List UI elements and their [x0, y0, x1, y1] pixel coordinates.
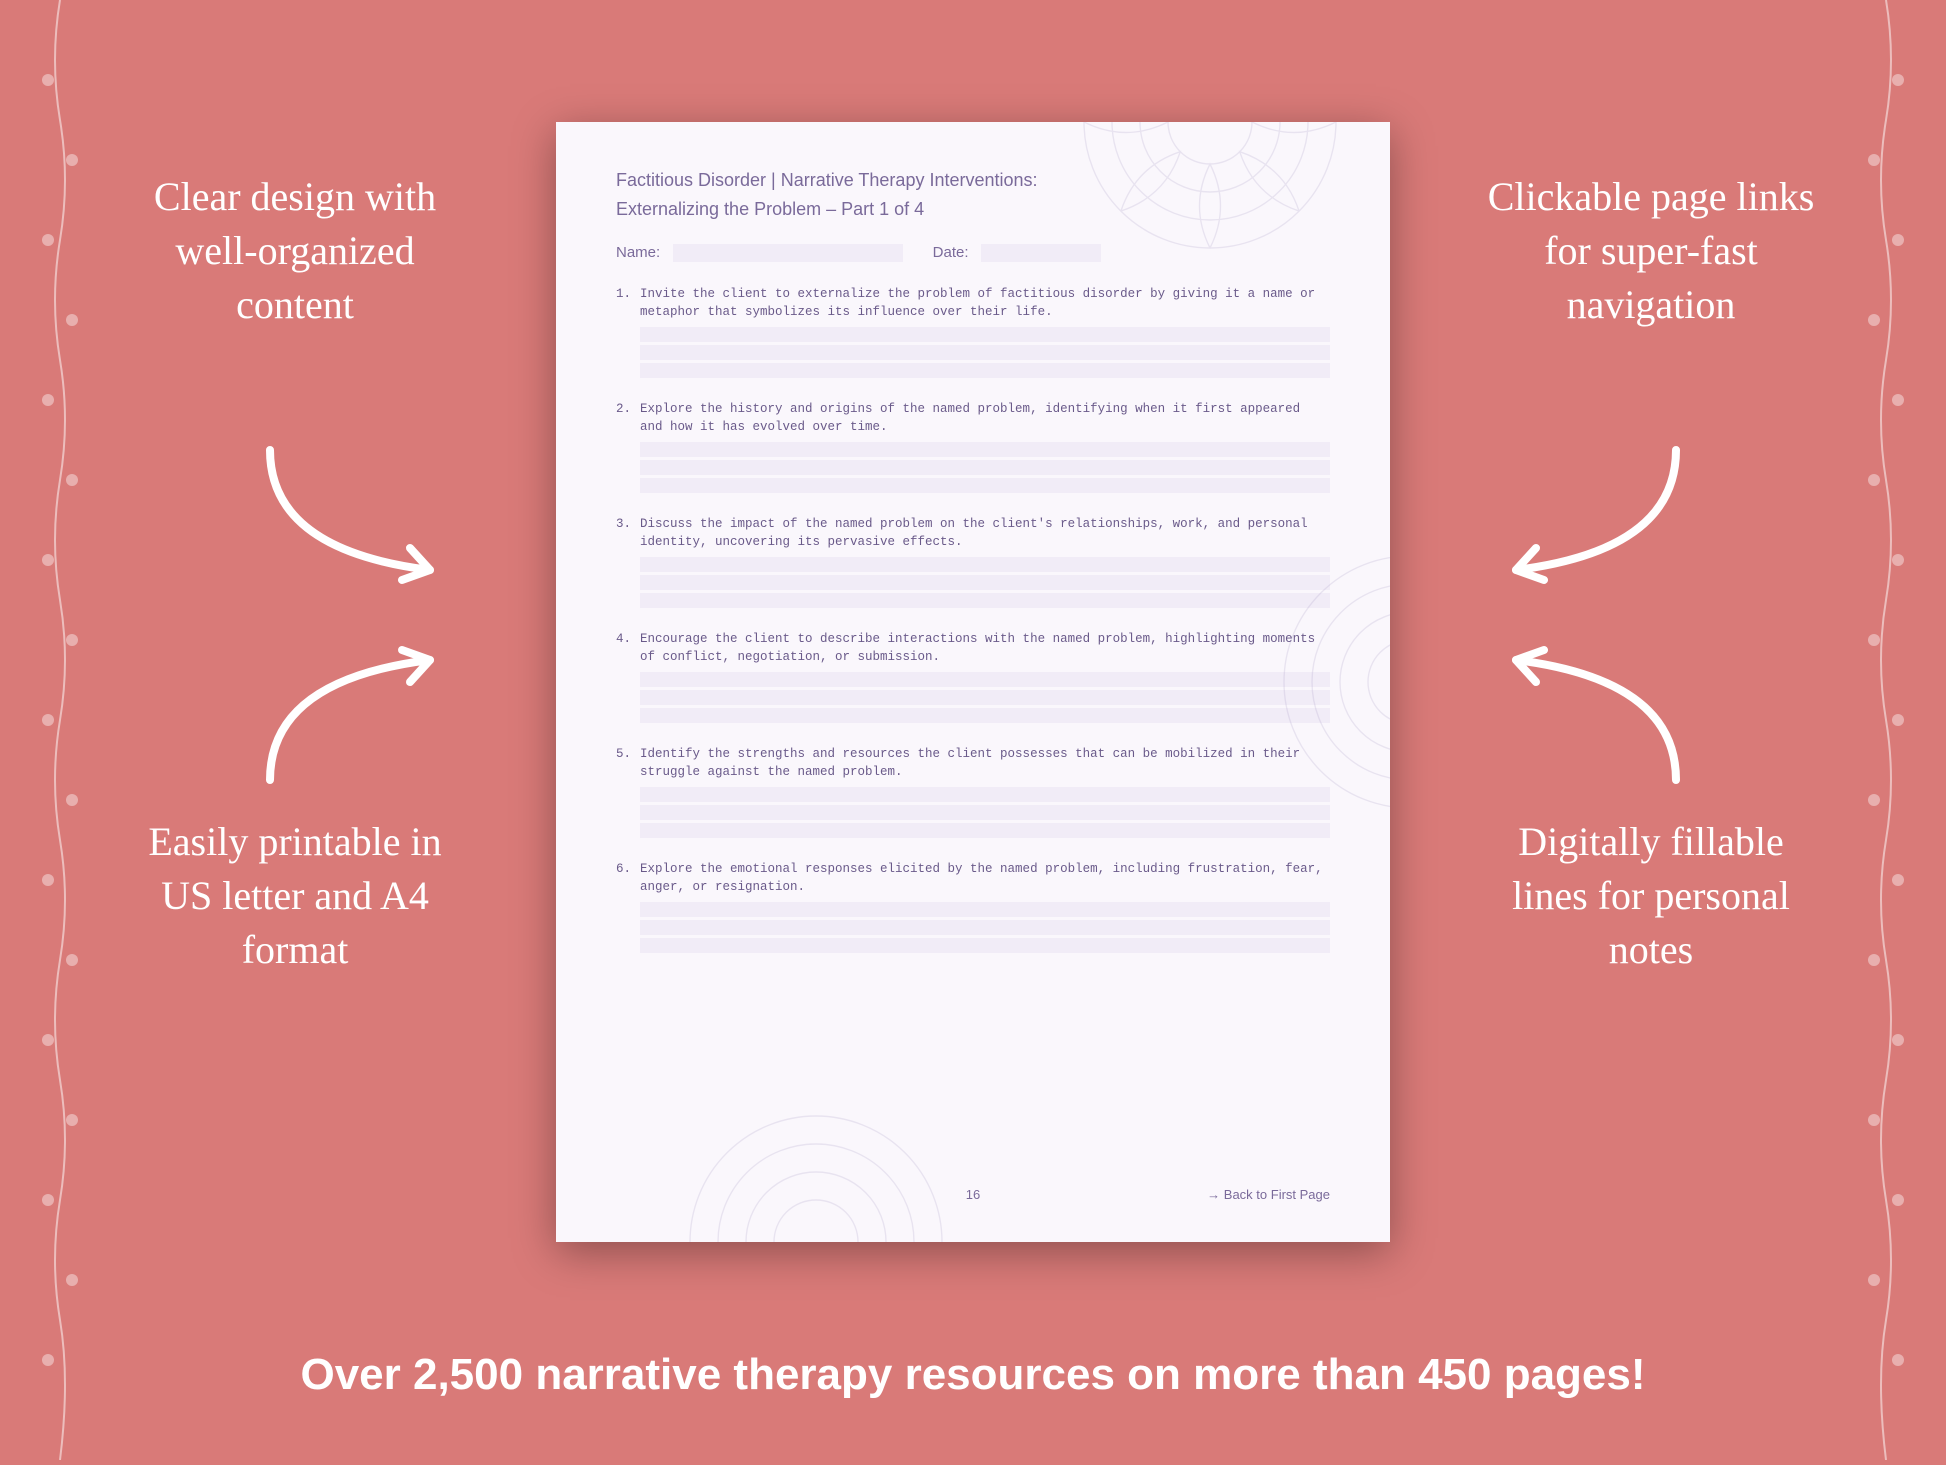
item-number: 5.: [616, 746, 640, 841]
fillable-line[interactable]: [640, 672, 1330, 687]
callout-bottom-left: Easily printable in US letter and A4 for…: [130, 815, 460, 977]
mandala-decoration: [676, 1102, 956, 1242]
worksheet-item: 6.Explore the emotional responses elicit…: [616, 861, 1330, 956]
item-text: Explore the history and origins of the n…: [640, 401, 1330, 436]
callout-bottom-right: Digitally fillable lines for personal no…: [1486, 815, 1816, 977]
worksheet-title: Factitious Disorder | Narrative Therapy …: [616, 170, 1330, 191]
callout-top-left: Clear design with well-organized content: [130, 170, 460, 332]
fillable-line[interactable]: [640, 823, 1330, 838]
worksheet-item: 5.Identify the strengths and resources t…: [616, 746, 1330, 841]
item-number: 3.: [616, 516, 640, 611]
item-number: 6.: [616, 861, 640, 956]
fillable-line[interactable]: [640, 690, 1330, 705]
arrow-top-right: [1476, 430, 1696, 590]
worksheet-item: 1.Invite the client to externalize the p…: [616, 286, 1330, 381]
worksheet-page: Factitious Disorder | Narrative Therapy …: [556, 122, 1390, 1242]
item-number: 1.: [616, 286, 640, 381]
fillable-line[interactable]: [640, 345, 1330, 360]
fillable-line[interactable]: [640, 460, 1330, 475]
item-text: Encourage the client to describe interac…: [640, 631, 1330, 666]
item-text: Invite the client to externalize the pro…: [640, 286, 1330, 321]
mandala-decoration: [1070, 122, 1350, 262]
arrow-bottom-left: [250, 640, 470, 800]
item-text: Identify the strengths and resources the…: [640, 746, 1330, 781]
worksheet-subtitle: Externalizing the Problem – Part 1 of 4: [616, 199, 1330, 220]
date-label: Date:: [933, 244, 969, 261]
callout-top-right: Clickable page links for super-fast navi…: [1486, 170, 1816, 332]
item-text: Explore the emotional responses elicited…: [640, 861, 1330, 896]
fillable-line[interactable]: [640, 787, 1330, 802]
name-label: Name:: [616, 244, 660, 261]
fillable-line[interactable]: [640, 327, 1330, 342]
date-field[interactable]: [981, 244, 1101, 262]
fillable-line[interactable]: [640, 920, 1330, 935]
worksheet-item: 3.Discuss the impact of the named proble…: [616, 516, 1330, 611]
name-date-row: Name: Date:: [616, 244, 1330, 262]
fillable-line[interactable]: [640, 442, 1330, 457]
fillable-line[interactable]: [640, 593, 1330, 608]
fillable-line[interactable]: [640, 708, 1330, 723]
fillable-line[interactable]: [640, 478, 1330, 493]
fillable-line[interactable]: [640, 938, 1330, 953]
worksheet-item: 2.Explore the history and origins of the…: [616, 401, 1330, 496]
name-field[interactable]: [673, 244, 903, 262]
worksheet-item: 4.Encourage the client to describe inter…: [616, 631, 1330, 726]
bottom-banner: Over 2,500 narrative therapy resources o…: [0, 1350, 1946, 1400]
fillable-line[interactable]: [640, 557, 1330, 572]
arrow-top-left: [250, 430, 470, 590]
fillable-line[interactable]: [640, 363, 1330, 378]
page-number: 16: [966, 1187, 980, 1202]
item-number: 2.: [616, 401, 640, 496]
item-number: 4.: [616, 631, 640, 726]
arrow-bottom-right: [1476, 640, 1696, 800]
item-text: Discuss the impact of the named problem …: [640, 516, 1330, 551]
fillable-line[interactable]: [640, 902, 1330, 917]
back-to-first-link[interactable]: → Back to First Page: [1207, 1187, 1330, 1202]
fillable-line[interactable]: [640, 805, 1330, 820]
floral-border-right: [1846, 0, 1926, 1460]
floral-border-left: [20, 0, 100, 1460]
fillable-line[interactable]: [640, 575, 1330, 590]
